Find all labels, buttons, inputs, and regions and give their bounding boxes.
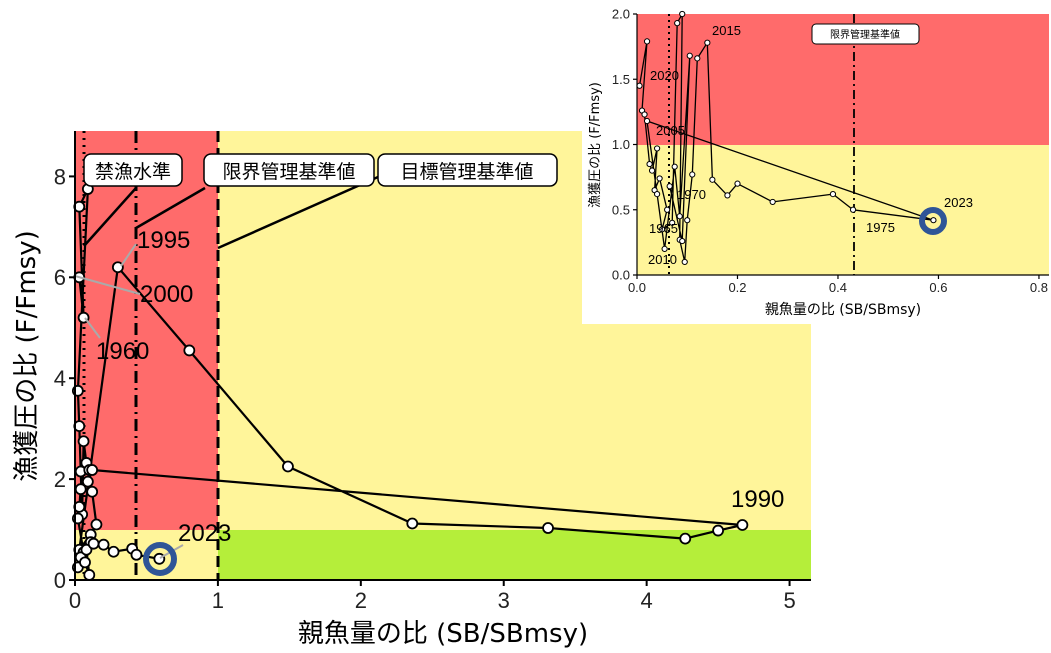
data-point xyxy=(654,191,659,196)
year-label-2000: 2000 xyxy=(140,281,193,308)
data-point xyxy=(770,199,775,204)
inset-year-2010: 2010 xyxy=(648,252,677,267)
data-point xyxy=(680,11,685,16)
year-label-2023: 2023 xyxy=(178,520,231,547)
y-tick-label: 2.0 xyxy=(612,7,630,22)
inset-y-axis-ticks: 0.0 0.5 1.0 1.5 2.0 xyxy=(612,7,637,283)
y-tick-label: 1.5 xyxy=(612,72,630,87)
inset-y-axis-title: 漁獲圧の比 (F/Fmsy) xyxy=(588,82,603,208)
data-point xyxy=(649,168,654,173)
data-point xyxy=(644,39,649,44)
data-point xyxy=(713,526,723,536)
label-limit-reference: 限界管理基準値 xyxy=(222,161,355,183)
data-point xyxy=(830,191,835,196)
inset-year-2015: 2015 xyxy=(712,23,741,38)
data-point xyxy=(647,161,652,166)
x-tick-label: 0.6 xyxy=(929,280,947,295)
data-point xyxy=(80,557,90,567)
inset-year-1965: 1965 xyxy=(649,221,678,236)
y-tick-label: 6 xyxy=(54,265,66,290)
inset-year-2023: 2023 xyxy=(944,195,973,210)
data-point xyxy=(665,207,670,212)
inset-year-1975: 1975 xyxy=(866,220,895,235)
year-label-1995: 1995 xyxy=(137,227,190,254)
data-point xyxy=(662,246,667,251)
inset-kobe-plot: 2015 2020 2005 1970 1965 2010 1975 2023 … xyxy=(582,0,1051,324)
x-tick-label: 0.0 xyxy=(628,280,646,295)
data-point xyxy=(735,181,740,186)
x-tick-label: 5 xyxy=(783,588,795,613)
data-point xyxy=(84,570,94,580)
inset-label-limit-reference: 限界管理基準値 xyxy=(830,28,900,41)
data-point xyxy=(89,539,99,549)
x-tick-label: 0 xyxy=(69,588,81,613)
data-point xyxy=(407,518,417,528)
data-point xyxy=(543,523,553,533)
data-point xyxy=(79,436,89,446)
data-point xyxy=(677,214,682,219)
data-point xyxy=(654,146,659,151)
inset-x-axis-title: 親魚量の比 (SB/SBmsy) xyxy=(765,302,921,318)
data-point xyxy=(695,56,700,61)
data-point xyxy=(87,465,97,475)
y-axis-title: 漁獲圧の比 (F/Fmsy) xyxy=(12,230,42,481)
data-point xyxy=(680,534,690,544)
data-point xyxy=(184,345,194,355)
x-tick-label: 0.4 xyxy=(829,280,847,295)
y-tick-label: 4 xyxy=(54,366,66,391)
y-axis-ticks: 0 2 4 6 8 xyxy=(54,164,75,593)
green-zone xyxy=(218,530,811,580)
inset-year-2005: 2005 xyxy=(656,123,685,138)
y-tick-label: 2 xyxy=(54,467,66,492)
label-ban-level: 禁漁水準 xyxy=(95,161,171,183)
data-point xyxy=(657,176,662,181)
data-point xyxy=(725,193,730,198)
data-point xyxy=(687,53,692,58)
data-point xyxy=(131,550,141,560)
data-point xyxy=(109,547,119,557)
x-tick-label: 4 xyxy=(641,588,653,613)
x-tick-label: 3 xyxy=(498,588,510,613)
y-tick-label: 1.0 xyxy=(612,137,630,152)
y-tick-label: 0.5 xyxy=(612,202,630,217)
inset-yellow-zone xyxy=(637,145,1049,275)
data-point xyxy=(675,21,680,26)
data-point xyxy=(672,164,677,169)
data-point xyxy=(682,259,687,264)
data-point xyxy=(710,177,715,182)
x-tick-label: 2 xyxy=(355,588,367,613)
label-target-reference: 目標管理基準値 xyxy=(400,161,533,183)
inset-year-1970: 1970 xyxy=(677,187,706,202)
inset-year-2020: 2020 xyxy=(650,68,679,83)
data-point xyxy=(850,207,855,212)
data-point xyxy=(680,238,685,243)
year-label-1990: 1990 xyxy=(731,486,784,513)
year-label-1960: 1960 xyxy=(96,338,149,365)
data-point xyxy=(690,172,695,177)
data-point xyxy=(705,40,710,45)
data-point xyxy=(667,184,672,189)
x-axis-title: 親魚量の比 (SB/SBmsy) xyxy=(298,619,588,649)
inset-x-axis-ticks: 0.0 0.2 0.4 0.6 0.8 xyxy=(628,275,1048,295)
data-point xyxy=(76,484,86,494)
data-point xyxy=(87,487,97,497)
data-point xyxy=(685,218,690,223)
data-point xyxy=(91,520,101,530)
x-tick-label: 1 xyxy=(212,588,224,613)
x-axis-ticks: 0 1 2 3 4 5 xyxy=(69,580,796,613)
data-point xyxy=(931,218,936,223)
data-point xyxy=(283,461,293,471)
data-point xyxy=(637,83,642,88)
y-tick-label: 0 xyxy=(54,568,66,593)
y-tick-label: 0.0 xyxy=(612,268,630,283)
data-point xyxy=(737,520,747,530)
x-tick-label: 0.8 xyxy=(1030,280,1048,295)
data-point xyxy=(644,118,649,123)
y-tick-label: 8 xyxy=(54,164,66,189)
x-tick-label: 0.2 xyxy=(728,280,746,295)
data-point xyxy=(642,112,647,117)
data-point xyxy=(99,540,109,550)
